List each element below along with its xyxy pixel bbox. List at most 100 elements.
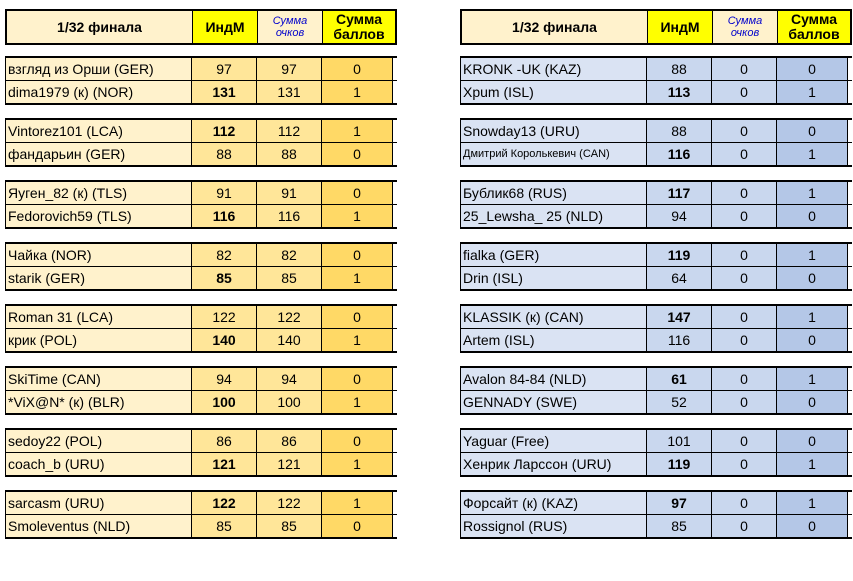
table-row: KRONK -UK (KAZ) 88 0 0 xyxy=(460,58,852,80)
indm-cell: 97 xyxy=(646,492,711,514)
player-name-cell: Drin (ISL) xyxy=(460,267,646,289)
score-cell: 0 xyxy=(776,58,848,80)
player-name-cell: sedoy22 (POL) xyxy=(5,430,191,452)
match-group: fialka (GER) 119 0 1 Drin (ISL) 64 0 0 xyxy=(460,242,852,291)
points-cell: 85 xyxy=(256,515,321,537)
points-cell: 0 xyxy=(711,515,776,537)
player-name-cell: Fedorovich59 (TLS) xyxy=(5,205,191,227)
match-group: Бублик68 (RUS) 117 0 1 25_Lewsha_ 25 (NLD) 94… xyxy=(460,180,852,229)
score-cell: 0 xyxy=(321,515,393,537)
header-indm: ИндМ xyxy=(193,11,258,43)
points-cell: 82 xyxy=(256,244,321,266)
points-cell: 131 xyxy=(256,81,321,103)
score-cell: 0 xyxy=(321,58,393,80)
points-cell: 140 xyxy=(256,329,321,351)
player-name-cell: dima1979 (к) (NOR) xyxy=(5,81,191,103)
score-cell: 0 xyxy=(776,120,848,142)
score-cell: 1 xyxy=(321,81,393,103)
points-cell: 85 xyxy=(256,267,321,289)
header-indm: ИндМ xyxy=(648,11,713,43)
right-match-groups: KRONK -UK (KAZ) 88 0 0 Xpum (ISL) 113 0 1 Snowda… xyxy=(460,56,852,539)
table-row: Rossignol (RUS) 85 0 0 xyxy=(460,514,852,537)
points-cell: 0 xyxy=(711,182,776,204)
indm-cell: 116 xyxy=(191,205,256,227)
player-name-cell: Rossignol (RUS) xyxy=(460,515,646,537)
score-cell: 1 xyxy=(321,492,393,514)
points-cell: 88 xyxy=(256,143,321,165)
player-name-cell: Snowday13 (URU) xyxy=(460,120,646,142)
player-name-cell: KLASSIK (к) (CAN) xyxy=(460,306,646,328)
score-cell: 1 xyxy=(321,391,393,413)
table-row: sarcasm (URU) 122 122 1 xyxy=(5,492,397,514)
indm-cell: 85 xyxy=(646,515,711,537)
table-row: Drin (ISL) 64 0 0 xyxy=(460,266,852,289)
indm-cell: 91 xyxy=(191,182,256,204)
score-cell: 0 xyxy=(776,267,848,289)
table-row: Artem (ISL) 116 0 0 xyxy=(460,328,852,351)
indm-cell: 64 xyxy=(646,267,711,289)
match-group: Snowday13 (URU) 88 0 0 Дмитрий Королькевич (… xyxy=(460,118,852,167)
points-cell: 121 xyxy=(256,453,321,475)
points-cell: 0 xyxy=(711,267,776,289)
player-name-cell: крик (POL) xyxy=(5,329,191,351)
table-row: Xpum (ISL) 113 0 1 xyxy=(460,80,852,103)
player-name-cell: Дмитрий Королькевич (CAN) xyxy=(460,143,646,165)
table-row: Чайка (NOR) 82 82 0 xyxy=(5,244,397,266)
indm-cell: 122 xyxy=(191,306,256,328)
score-cell: 1 xyxy=(321,453,393,475)
points-cell: 97 xyxy=(256,58,321,80)
indm-cell: 147 xyxy=(646,306,711,328)
table-row: GENNADY (SWE) 52 0 0 xyxy=(460,390,852,413)
player-name-cell: fialka (GER) xyxy=(460,244,646,266)
indm-cell: 113 xyxy=(646,81,711,103)
indm-cell: 61 xyxy=(646,368,711,390)
header-points-sum: Сумма очков xyxy=(258,11,323,43)
match-group: SkiTime (CAN) 94 94 0 *ViX@N* (к) (BLR) 100 10… xyxy=(5,366,397,415)
table-row: SkiTime (CAN) 94 94 0 xyxy=(5,368,397,390)
player-name-cell: Smoleventus (NLD) xyxy=(5,515,191,537)
indm-cell: 85 xyxy=(191,515,256,537)
score-cell: 0 xyxy=(776,515,848,537)
match-group: KLASSIK (к) (CAN) 147 0 1 Artem (ISL) 116 0 0 xyxy=(460,304,852,353)
indm-cell: 88 xyxy=(646,120,711,142)
score-cell: 0 xyxy=(321,306,393,328)
indm-cell: 82 xyxy=(191,244,256,266)
table-row: Snowday13 (URU) 88 0 0 xyxy=(460,120,852,142)
indm-cell: 119 xyxy=(646,453,711,475)
left-bracket-table: 1/32 финала ИндМ Сумма очков Сумма баллов … xyxy=(5,9,397,552)
indm-cell: 119 xyxy=(646,244,711,266)
player-name-cell: взгляд из Орши (GER) xyxy=(5,58,191,80)
table-row: fialka (GER) 119 0 1 xyxy=(460,244,852,266)
indm-cell: 88 xyxy=(646,58,711,80)
score-cell: 1 xyxy=(776,81,848,103)
points-cell: 86 xyxy=(256,430,321,452)
indm-cell: 85 xyxy=(191,267,256,289)
points-cell: 100 xyxy=(256,391,321,413)
player-name-cell: Xpum (ISL) xyxy=(460,81,646,103)
score-cell: 0 xyxy=(321,368,393,390)
table-row: Бублик68 (RUS) 117 0 1 xyxy=(460,182,852,204)
score-cell: 1 xyxy=(776,306,848,328)
player-name-cell: GENNADY (SWE) xyxy=(460,391,646,413)
points-cell: 0 xyxy=(711,205,776,227)
table-row: Fedorovich59 (TLS) 116 116 1 xyxy=(5,204,397,227)
table-row: Форсайт (к) (KAZ) 97 0 1 xyxy=(460,492,852,514)
score-cell: 0 xyxy=(321,430,393,452)
match-group: sarcasm (URU) 122 122 1 Smoleventus (NLD) 85 8… xyxy=(5,490,397,539)
table-row: sedoy22 (POL) 86 86 0 xyxy=(5,430,397,452)
indm-cell: 94 xyxy=(191,368,256,390)
points-cell: 0 xyxy=(711,81,776,103)
indm-cell: 140 xyxy=(191,329,256,351)
score-cell: 1 xyxy=(321,267,393,289)
points-cell: 0 xyxy=(711,368,776,390)
points-cell: 0 xyxy=(711,143,776,165)
score-cell: 0 xyxy=(776,205,848,227)
player-name-cell: Яуген_82 (к) (TLS) xyxy=(5,182,191,204)
player-name-cell: SkiTime (CAN) xyxy=(5,368,191,390)
score-cell: 0 xyxy=(321,182,393,204)
table-row: dima1979 (к) (NOR) 131 131 1 xyxy=(5,80,397,103)
table-row: Яуген_82 (к) (TLS) 91 91 0 xyxy=(5,182,397,204)
indm-cell: 122 xyxy=(191,492,256,514)
score-cell: 0 xyxy=(776,391,848,413)
table-row: 25_Lewsha_ 25 (NLD) 94 0 0 xyxy=(460,204,852,227)
